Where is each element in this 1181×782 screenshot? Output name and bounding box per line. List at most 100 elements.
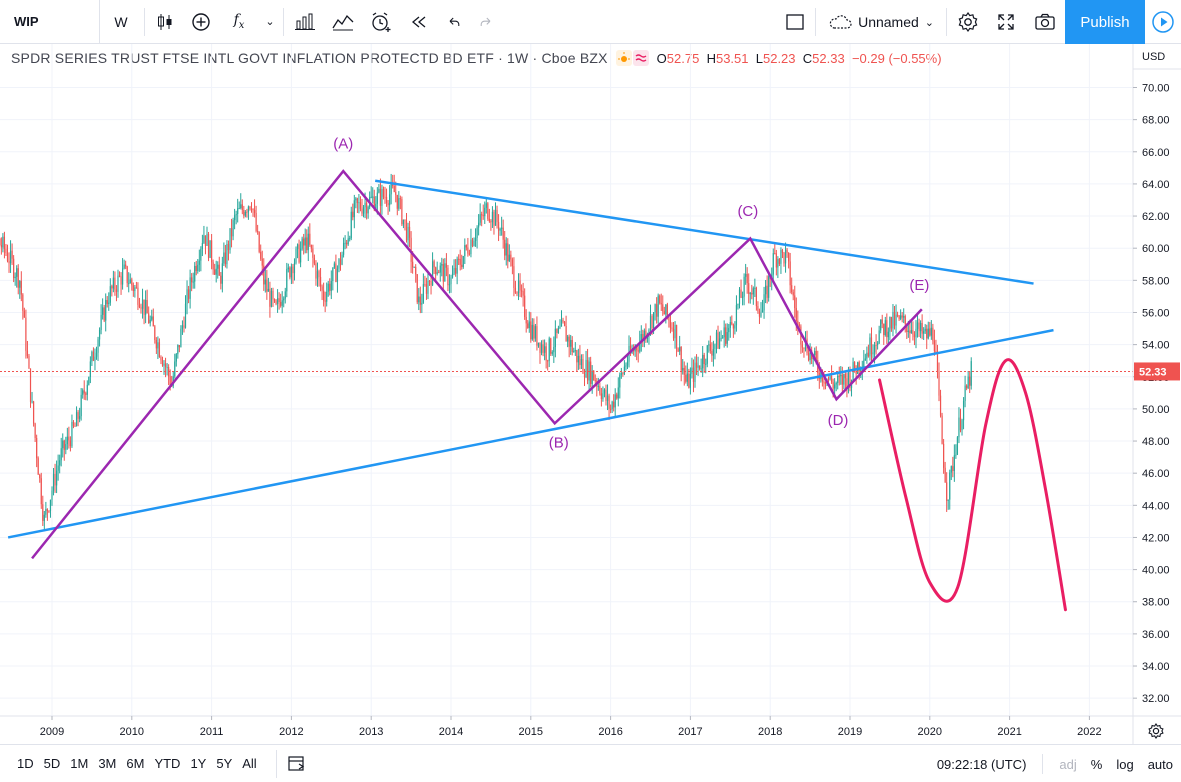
financials-button[interactable]	[286, 0, 324, 44]
log-toggle[interactable]: log	[1116, 756, 1134, 772]
percent-toggle[interactable]: %	[1090, 756, 1103, 772]
publish-button[interactable]: Publish	[1065, 0, 1145, 44]
candle-body	[586, 360, 589, 381]
compare-button[interactable]	[183, 0, 219, 44]
candle-body	[94, 356, 96, 361]
candle-body	[605, 389, 607, 402]
indicators-dropdown[interactable]: ⌄	[259, 0, 281, 44]
candle-body	[141, 299, 144, 309]
candle-body	[300, 248, 302, 263]
candle-body	[731, 322, 733, 325]
goto-date-button[interactable]	[279, 746, 315, 782]
bar-style-button[interactable]	[147, 0, 183, 44]
candle-body	[323, 290, 325, 301]
price-tick-label: 46.00	[1142, 468, 1170, 480]
candle-body	[257, 230, 259, 232]
price-tick-label: 34.00	[1142, 661, 1170, 673]
candle-body	[680, 346, 682, 371]
candle-body	[878, 330, 880, 344]
projection-drawing[interactable]	[878, 358, 1067, 612]
candle-body	[855, 370, 857, 375]
candle-body	[451, 273, 454, 278]
candle-body	[278, 298, 280, 302]
candle-body	[892, 311, 894, 329]
price-chart[interactable]: (A) (B) (C) (D) (E) USD 32.00 34.00 36.00 38.00 4…	[0, 44, 1181, 744]
candle-body	[418, 296, 420, 303]
candle-body	[319, 276, 322, 287]
time-axis[interactable]: 2009 2010 2011 2012 2013 2014 2015 2016 2017 2018…	[0, 715, 1181, 739]
clock-time[interactable]: 09:22:18 (UTC)	[936, 756, 1027, 772]
candle-body	[467, 247, 469, 254]
interval-button[interactable]: W	[100, 0, 142, 44]
snapshot-button[interactable]	[1025, 0, 1065, 44]
fullscreen-button[interactable]	[987, 0, 1025, 44]
candle-body	[786, 249, 788, 253]
range-button-1m[interactable]: 1M	[70, 756, 89, 771]
trendlines[interactable]	[7, 179, 1054, 539]
time-tick-label: 2011	[200, 726, 224, 738]
candle-body	[798, 324, 800, 327]
adjust-toggle[interactable]: adj	[1059, 756, 1077, 772]
candle-body	[295, 248, 297, 263]
range-button-5d[interactable]: 5D	[43, 756, 61, 771]
candle-body	[461, 264, 463, 267]
candle-body	[160, 356, 162, 361]
gear-icon	[958, 11, 978, 33]
candle-body	[105, 300, 107, 321]
replay-button[interactable]	[400, 0, 438, 44]
candle-body	[510, 254, 512, 260]
candle-body	[145, 299, 147, 315]
candle-body	[824, 381, 827, 384]
range-button-ytd[interactable]: YTD	[154, 756, 181, 771]
price-tick-label: 38.00	[1142, 597, 1170, 609]
candle-body	[608, 395, 610, 409]
templates-button[interactable]	[324, 0, 362, 44]
wave-pattern[interactable]: (A) (B) (C) (D) (E)	[31, 136, 929, 560]
fullscreen-mode-button[interactable]	[777, 0, 813, 44]
candle-body	[540, 344, 543, 353]
candle-body	[163, 363, 165, 366]
range-button-6m[interactable]: 6M	[126, 756, 145, 771]
candle-body	[548, 338, 550, 361]
price-axis[interactable]: USD 32.00 34.00 36.00 38.00 40.00 42.00 44.00 46…	[1132, 44, 1181, 744]
range-button-1d[interactable]: 1D	[17, 756, 34, 771]
candle-body	[970, 361, 972, 386]
candle-body	[886, 320, 888, 338]
candle-body	[505, 243, 507, 256]
auto-toggle[interactable]: auto	[1147, 756, 1173, 772]
candle-body	[924, 328, 926, 332]
indicators-button[interactable]: fx	[219, 0, 259, 44]
candle-body	[157, 342, 159, 349]
range-button-3m[interactable]: 3M	[98, 756, 117, 771]
candle-body	[602, 393, 604, 400]
price-tick-label: 62.00	[1142, 211, 1170, 223]
candle-body	[577, 355, 579, 363]
candle-body	[947, 499, 949, 501]
candle-body	[220, 275, 222, 284]
range-button-1y[interactable]: 1Y	[190, 756, 207, 771]
candle-body	[335, 263, 337, 282]
settings-button[interactable]	[949, 0, 987, 44]
grid-lines	[0, 44, 1133, 716]
candle-body	[72, 421, 75, 426]
candle-body	[791, 285, 793, 293]
alert-button[interactable]	[362, 0, 400, 44]
axis-settings-icon[interactable]	[1148, 723, 1164, 739]
candle-body	[415, 266, 417, 275]
range-button-5y[interactable]: 5Y	[216, 756, 233, 771]
stream-button[interactable]	[1145, 0, 1181, 44]
symbol-search-button[interactable]: WIP	[0, 0, 100, 44]
layout-menu-button[interactable]: Unnamed ⌄	[818, 14, 944, 30]
range-button-all[interactable]: All	[242, 756, 257, 771]
candle-body	[594, 380, 596, 382]
candle-body	[832, 382, 834, 389]
candle-body	[533, 324, 535, 339]
candle-body	[447, 267, 449, 286]
bottom-right-controls: 09:22:18 (UTC) adj % log auto	[937, 745, 1173, 782]
candle-body	[860, 368, 862, 372]
redo-button[interactable]	[470, 0, 502, 44]
candle-body	[8, 260, 10, 264]
candle-body	[516, 292, 518, 294]
candle-body	[665, 304, 667, 315]
undo-button[interactable]	[438, 0, 470, 44]
